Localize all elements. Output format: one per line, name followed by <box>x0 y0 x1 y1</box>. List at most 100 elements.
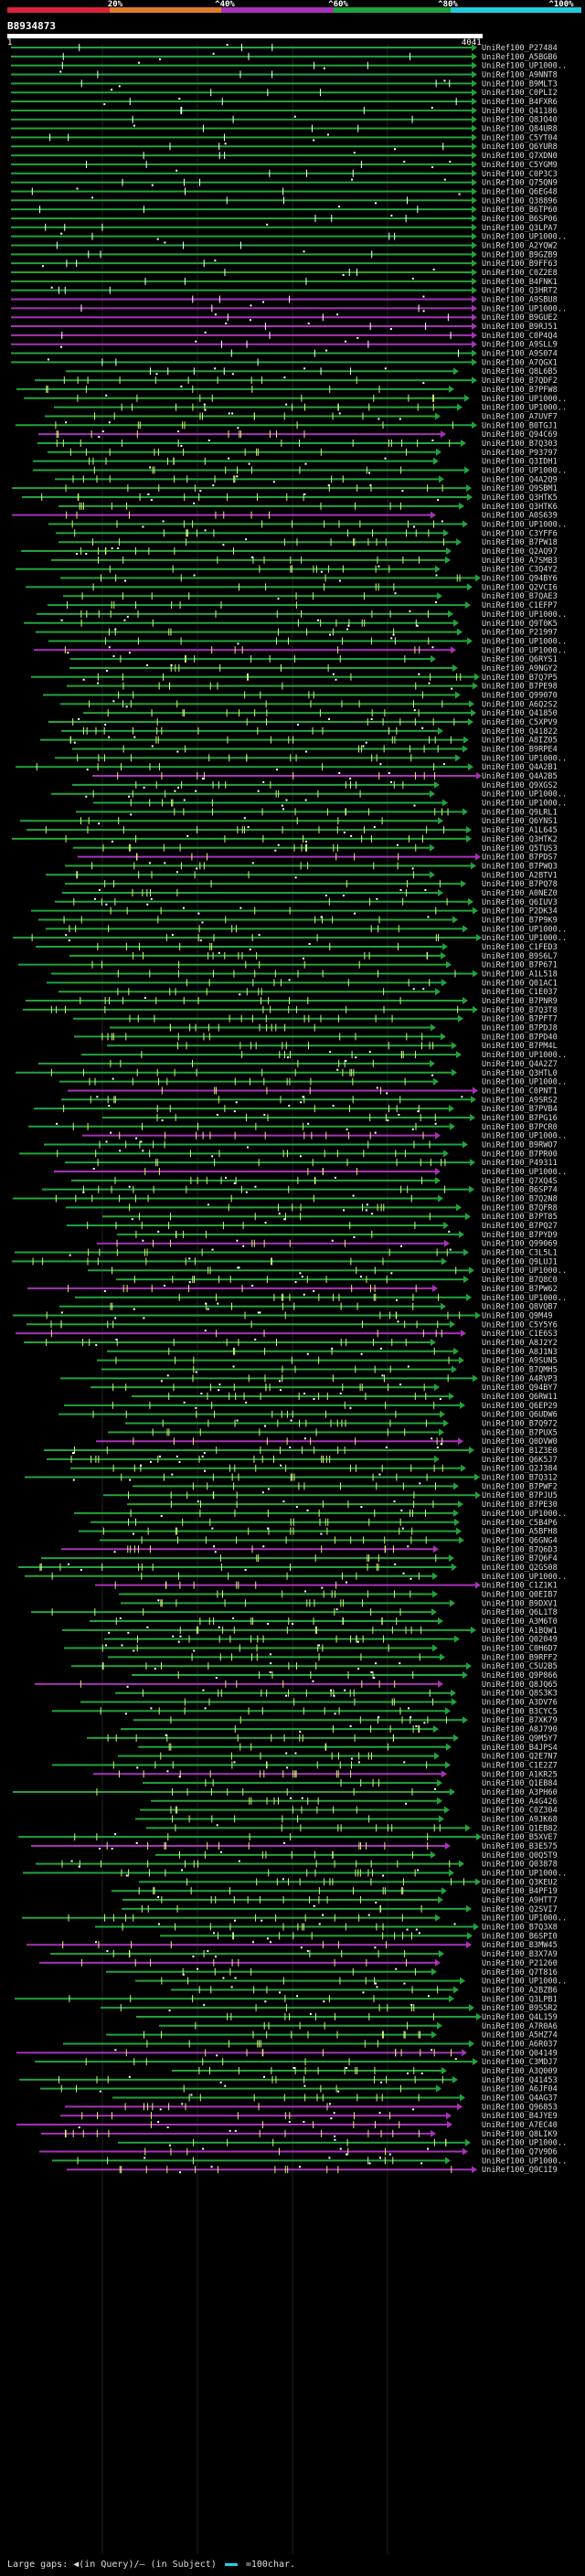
hit-row[interactable]: UniRef100_Q2SVI7 <box>122 1904 558 1914</box>
hit-row[interactable]: UniRef100_C1E2Z7 <box>52 1761 558 1770</box>
hit-row[interactable]: UniRef100_UP1000.. <box>22 1913 567 1924</box>
hit-row[interactable]: UniRef100_B7PVB4 <box>34 1105 558 1114</box>
hit-label[interactable]: UniRef100_A3PH60 <box>482 1788 558 1797</box>
hit-label[interactable]: UniRef100_B7Q6F4 <box>482 1554 558 1564</box>
hit-label[interactable]: UniRef100_B7PDJ8 <box>482 1024 558 1034</box>
hit-label[interactable]: UniRef100_B7PWF2 <box>482 1482 558 1491</box>
hit-label[interactable]: UniRef100_UP1000.. <box>482 1132 567 1141</box>
hit-row[interactable]: UniRef100_UP1000.. <box>13 934 567 943</box>
hit-row[interactable]: UniRef100_Q7T816 <box>106 1967 558 1977</box>
hit-row[interactable]: UniRef100_Q02049 <box>104 1635 558 1645</box>
hit-row[interactable]: UniRef100_Q4A2Q9 <box>55 475 558 484</box>
hit-label[interactable]: UniRef100_UP1000.. <box>482 1573 567 1582</box>
hit-row[interactable]: UniRef100_B7QMH5 <box>101 1365 558 1374</box>
hit-label[interactable]: UniRef100_Q3HTL0 <box>482 1069 558 1078</box>
hit-row[interactable]: UniRef100_A8IZ05 <box>40 736 558 746</box>
hit-label[interactable]: UniRef100_Q6EG48 <box>482 187 558 196</box>
hit-label[interactable]: UniRef100_A4G426 <box>482 1797 558 1807</box>
hit-row[interactable]: UniRef100_B6SP06 <box>11 214 558 224</box>
hit-label[interactable]: UniRef100_B9DXV1 <box>482 1599 558 1608</box>
hit-label[interactable]: UniRef100_B7PVB4 <box>482 1105 558 1114</box>
hit-row[interactable]: UniRef100_B7PG16 <box>102 1113 558 1123</box>
hit-label[interactable]: UniRef100_B7PG16 <box>482 1114 558 1123</box>
hit-label[interactable]: UniRef100_Q2SVI7 <box>482 1905 558 1914</box>
hit-label[interactable]: UniRef100_Q9M49 <box>482 1311 553 1320</box>
hit-row[interactable]: UniRef100_B7PCR0 <box>28 1122 558 1132</box>
hit-label[interactable]: UniRef100_Q3HTK5 <box>482 493 558 503</box>
hit-label[interactable]: UniRef100_C3L5L1 <box>482 1249 558 1258</box>
hit-row[interactable]: UniRef100_Q6GNG4 <box>100 1536 558 1545</box>
hit-label[interactable]: UniRef100_Q8JQ65 <box>482 1680 558 1690</box>
hit-label[interactable]: UniRef100_A0NEZ0 <box>482 889 558 898</box>
hit-label[interactable]: UniRef100_A7R0A6 <box>482 2022 558 2031</box>
hit-row[interactable]: UniRef100_Q6EG48 <box>11 187 558 196</box>
hit-label[interactable]: UniRef100_Q7XQ4S <box>482 1177 558 1186</box>
hit-row[interactable]: UniRef100_UP1000.. <box>37 610 567 620</box>
hit-row[interactable]: UniRef100_Q6UDW6 <box>58 1410 558 1420</box>
hit-label[interactable]: UniRef100_UP1000.. <box>482 2157 567 2166</box>
hit-label[interactable]: UniRef100_A5BFH8 <box>482 1528 558 1537</box>
hit-row[interactable]: UniRef100_Q6RW11 <box>132 1393 558 1402</box>
hit-row[interactable]: UniRef100_Q9P866 <box>132 1671 558 1680</box>
hit-row[interactable]: UniRef100_Q0Q5T9 <box>155 1850 558 1860</box>
hit-label[interactable]: UniRef100_Q4A2Q9 <box>482 475 558 484</box>
hit-row[interactable]: UniRef100_Q7XQ4S <box>71 1176 558 1186</box>
hit-row[interactable]: UniRef100_B7PJU5 <box>103 1491 558 1500</box>
hit-label[interactable]: UniRef100_C1Z1K1 <box>482 1582 558 1591</box>
hit-label[interactable]: UniRef100_B5XVE7 <box>482 1833 558 1842</box>
hit-label[interactable]: UniRef100_Q6K5J7 <box>482 1456 558 1465</box>
hit-label[interactable]: UniRef100_UP1000.. <box>482 925 567 934</box>
hit-label[interactable]: UniRef100_Q6EP29 <box>482 1402 558 1411</box>
hit-row[interactable]: UniRef100_Q8JQ65 <box>35 1680 558 1690</box>
hit-label[interactable]: UniRef100_UP1000.. <box>482 1977 567 1987</box>
hit-label[interactable]: UniRef100_B4FNK1 <box>482 278 558 287</box>
hit-label[interactable]: UniRef100_B7Q3T8 <box>482 1006 558 1015</box>
hit-row[interactable]: UniRef100_UP1000.. <box>82 1131 567 1141</box>
hit-label[interactable]: UniRef100_Q9T0K5 <box>482 620 558 629</box>
hit-row[interactable]: UniRef100_A9SRS2 <box>61 1096 558 1105</box>
hit-label[interactable]: UniRef100_B7PR00 <box>482 1150 558 1159</box>
hit-label[interactable]: UniRef100_Q41850 <box>482 709 558 718</box>
hit-row[interactable]: UniRef100_UP1000.. <box>135 1977 567 1987</box>
hit-row[interactable]: UniRef100_A6JF04 <box>40 2084 558 2094</box>
hit-label[interactable]: UniRef100_Q41822 <box>482 727 558 737</box>
hit-row[interactable]: UniRef100_B7PT85 <box>102 1213 558 1222</box>
hit-label[interactable]: UniRef100_Q8L6B5 <box>482 367 558 376</box>
hit-label[interactable]: UniRef100_UP1000.. <box>482 754 567 763</box>
hit-label[interactable]: UniRef100_B7Q303 <box>482 440 558 449</box>
hit-label[interactable]: UniRef100_Q4A2B5 <box>482 772 558 781</box>
hit-row[interactable]: UniRef100_Q7V9D6 <box>39 2147 558 2157</box>
hit-row[interactable]: UniRef100_UP1000.. <box>74 1509 567 1519</box>
hit-row[interactable]: UniRef100_B7Q312 <box>25 1473 558 1483</box>
hit-row[interactable]: UniRef100_A6Q2S2 <box>60 700 558 709</box>
hit-label[interactable]: UniRef100_UP1000.. <box>482 233 567 242</box>
hit-label[interactable]: UniRef100_Q96853 <box>482 2103 558 2112</box>
hit-label[interactable]: UniRef100_A9NGY2 <box>482 664 558 673</box>
hit-label[interactable]: UniRef100_C0PNT1 <box>482 1087 558 1096</box>
hit-row[interactable]: UniRef100_Q99070 <box>43 691 558 700</box>
hit-row[interactable]: UniRef100_A3M6T0 <box>90 1617 558 1627</box>
hit-label[interactable]: UniRef100_B7PQ27 <box>482 1222 558 1231</box>
hit-label[interactable]: UniRef100_B7Q8C0 <box>482 1276 558 1285</box>
hit-row[interactable]: UniRef100_UP1000.. <box>11 61 567 71</box>
hit-label[interactable]: UniRef100_B9S6L7 <box>482 952 558 961</box>
hit-row[interactable]: UniRef100_A5BFH8 <box>79 1527 558 1537</box>
hit-label[interactable]: UniRef100_Q6RYS1 <box>482 655 558 664</box>
hit-row[interactable]: UniRef100_UP1000.. <box>59 1077 567 1087</box>
hit-row[interactable]: UniRef100_A9SUN5 <box>97 1356 558 1366</box>
hit-label[interactable]: UniRef100_A9NNT8 <box>482 71 558 80</box>
hit-row[interactable]: UniRef100_B7PUX5 <box>108 1428 558 1437</box>
hit-row[interactable]: UniRef100_Q4L159 <box>136 2012 558 2022</box>
hit-label[interactable]: UniRef100_Q4L159 <box>482 2013 558 2022</box>
hit-label[interactable]: UniRef100_B9RJ51 <box>482 323 558 332</box>
hit-row[interactable]: UniRef100_Q9M49 <box>13 1311 553 1320</box>
hit-row[interactable]: UniRef100_B6SP74 <box>42 1185 558 1195</box>
hit-row[interactable]: UniRef100_B9GZB9 <box>11 250 558 260</box>
hit-row[interactable]: UniRef100_B9S5R2 <box>101 2004 558 2013</box>
hit-row[interactable]: UniRef100_Q3IDH1 <box>33 457 558 467</box>
hit-row[interactable]: UniRef100_A8J2Y2 <box>24 1338 558 1348</box>
hit-row[interactable]: UniRef100_A8J790 <box>121 1725 558 1734</box>
hit-row[interactable]: UniRef100_Q8JQ40 <box>11 115 558 125</box>
hit-label[interactable]: UniRef100_B7QAE3 <box>482 592 558 601</box>
hit-label[interactable]: UniRef100_B7PW62 <box>482 1285 558 1294</box>
